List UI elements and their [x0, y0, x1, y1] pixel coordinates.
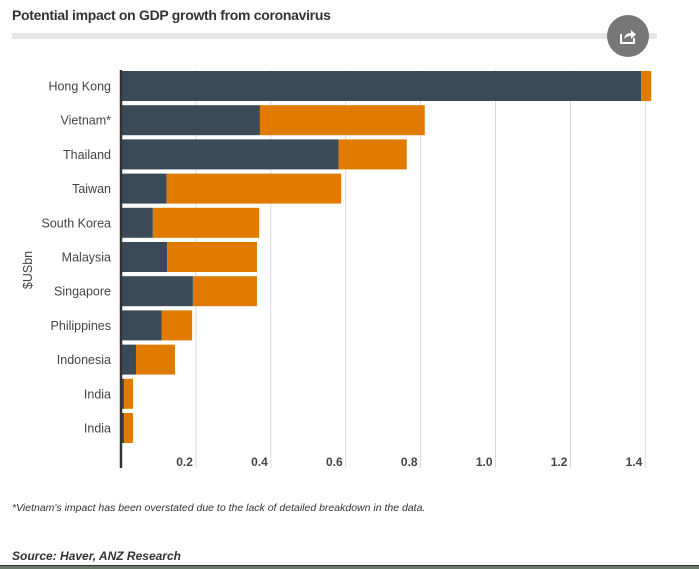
- category-label: Indonesia: [57, 353, 111, 367]
- bar-segment-orange: [641, 71, 652, 101]
- footnote: *Vietnam's impact has been overstated du…: [12, 502, 426, 514]
- bar-segment-dark: [121, 105, 260, 136]
- x-tick-label: 1.0: [476, 455, 493, 469]
- category-label: Singapore: [54, 285, 111, 299]
- bar-segment-dark: [121, 310, 162, 341]
- x-tick-label: 1.4: [626, 455, 643, 469]
- bar-segment-orange: [338, 139, 407, 170]
- x-tick-label: 0.2: [176, 455, 193, 469]
- share-button[interactable]: [607, 15, 649, 57]
- bar-segment-orange: [135, 344, 175, 375]
- category-label: India: [84, 387, 111, 401]
- category-label: South Korea: [42, 216, 112, 230]
- category-label: Hong Kong: [48, 80, 111, 94]
- chart-title: Potential impact on GDP growth from coro…: [12, 7, 331, 23]
- x-tick-label: 0.8: [401, 455, 418, 469]
- bar-segment-orange: [152, 207, 260, 238]
- bar-segment-orange: [167, 242, 257, 272]
- bar-segment-orange: [123, 413, 133, 443]
- share-icon: [620, 30, 636, 44]
- bar-segment-dark: [121, 207, 153, 238]
- bar-segment-orange: [166, 173, 342, 204]
- bar-segment-orange: [123, 378, 133, 409]
- category-label: Taiwan: [72, 182, 111, 196]
- x-tick-label: 0.6: [326, 455, 343, 469]
- x-tick-label: 1.2: [551, 455, 568, 469]
- title-divider: [12, 33, 657, 39]
- bar-segment-dark: [121, 276, 193, 307]
- bar-segment-dark: [121, 242, 168, 272]
- bar-segment-orange: [161, 310, 193, 341]
- category-label: Vietnam*: [61, 114, 112, 128]
- bar-segment-dark: [121, 344, 136, 375]
- category-label: India: [84, 422, 111, 436]
- category-label: Philippines: [51, 319, 111, 333]
- y-axis-label: $USbn: [21, 251, 35, 289]
- category-label: Malaysia: [62, 251, 111, 265]
- bar-segment-orange: [192, 276, 257, 307]
- bottom-strip: [0, 565, 699, 569]
- bar-segment-dark: [121, 139, 339, 170]
- bar-segment-dark: [121, 378, 124, 409]
- bar-segment-orange: [259, 105, 425, 136]
- source-note: Source: Haver, ANZ Research: [12, 549, 181, 563]
- bar-chart: Hong Kong Vietnam* Thailand Taiwan South Kor…: [21, 70, 652, 469]
- bar-segment-dark: [121, 413, 124, 443]
- category-label: Thailand: [63, 148, 111, 162]
- bar-segment-dark: [121, 71, 642, 101]
- x-tick-label: 0.4: [251, 455, 268, 469]
- bar-segment-dark: [121, 173, 167, 204]
